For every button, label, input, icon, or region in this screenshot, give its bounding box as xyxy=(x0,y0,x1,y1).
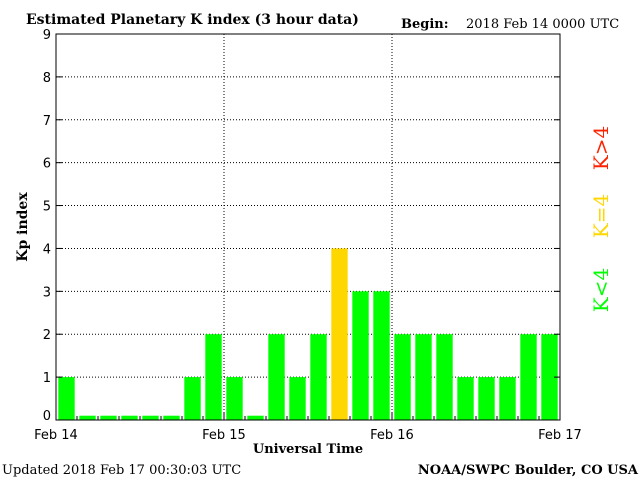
y-tick-label: 7 xyxy=(43,114,51,129)
y-tick-label: 9 xyxy=(43,28,51,43)
kp-bar xyxy=(247,415,264,420)
kp-bar xyxy=(289,377,306,420)
kp-bar xyxy=(58,377,75,420)
kp-bar xyxy=(394,334,411,420)
kp-bar xyxy=(478,377,495,420)
bars xyxy=(58,248,558,420)
kp-bar xyxy=(142,415,159,420)
source-credit: NOAA/SWPC Boulder, CO USA xyxy=(418,463,639,478)
kp-bar xyxy=(415,334,432,420)
x-tick-label: Feb 17 xyxy=(538,428,582,443)
kp-bar xyxy=(184,377,201,420)
kp-bar xyxy=(499,377,516,420)
kp-bar xyxy=(310,334,327,420)
x-tick-label: Feb 15 xyxy=(202,428,246,443)
updated-timestamp: Updated 2018 Feb 17 00:30:03 UTC xyxy=(2,463,241,478)
legend-below: K<4 xyxy=(589,268,613,312)
kp-bar xyxy=(79,415,96,420)
begin-value: 2018 Feb 14 0000 UTC xyxy=(466,17,619,32)
x-tick-label: Feb 16 xyxy=(370,428,414,443)
y-tick-label: 2 xyxy=(43,328,51,343)
kp-bar xyxy=(373,291,390,420)
plot-frame xyxy=(55,33,561,421)
kp-bar xyxy=(541,334,558,420)
kp-bar xyxy=(205,334,222,420)
legend-above: K>4 xyxy=(589,126,613,170)
y-tick-label: 4 xyxy=(43,242,51,257)
y-axis-label: Kp index xyxy=(15,192,31,262)
begin-label: Begin: xyxy=(401,17,449,32)
kp-bar xyxy=(100,415,117,420)
kp-bar xyxy=(268,334,285,420)
y-tick-label: 0 xyxy=(43,409,51,424)
legend-equal: K=4 xyxy=(589,194,613,238)
kp-bar xyxy=(121,415,138,420)
x-ticks: Feb 14 Feb 15 Feb 16 Feb 17 xyxy=(34,412,582,443)
chart-title: Estimated Planetary K index (3 hour data… xyxy=(26,12,359,28)
y-ticks: 0 1 2 3 4 5 6 7 8 9 xyxy=(43,28,560,424)
kp-bar xyxy=(520,334,537,420)
x-tick-label: Feb 14 xyxy=(34,428,78,443)
x-axis-label: Universal Time xyxy=(253,442,363,457)
y-tick-label: 1 xyxy=(43,371,51,386)
kp-bar xyxy=(331,248,348,420)
y-tick-label: 3 xyxy=(43,285,51,300)
kp-bar xyxy=(457,377,474,420)
kp-bar xyxy=(163,415,180,420)
kp-bar xyxy=(226,377,243,420)
kp-bar xyxy=(436,334,453,420)
y-tick-label: 6 xyxy=(43,157,51,172)
kp-bar xyxy=(352,291,369,420)
y-tick-label: 5 xyxy=(43,200,51,215)
grid-lines xyxy=(56,34,560,420)
y-tick-label: 8 xyxy=(43,71,51,86)
